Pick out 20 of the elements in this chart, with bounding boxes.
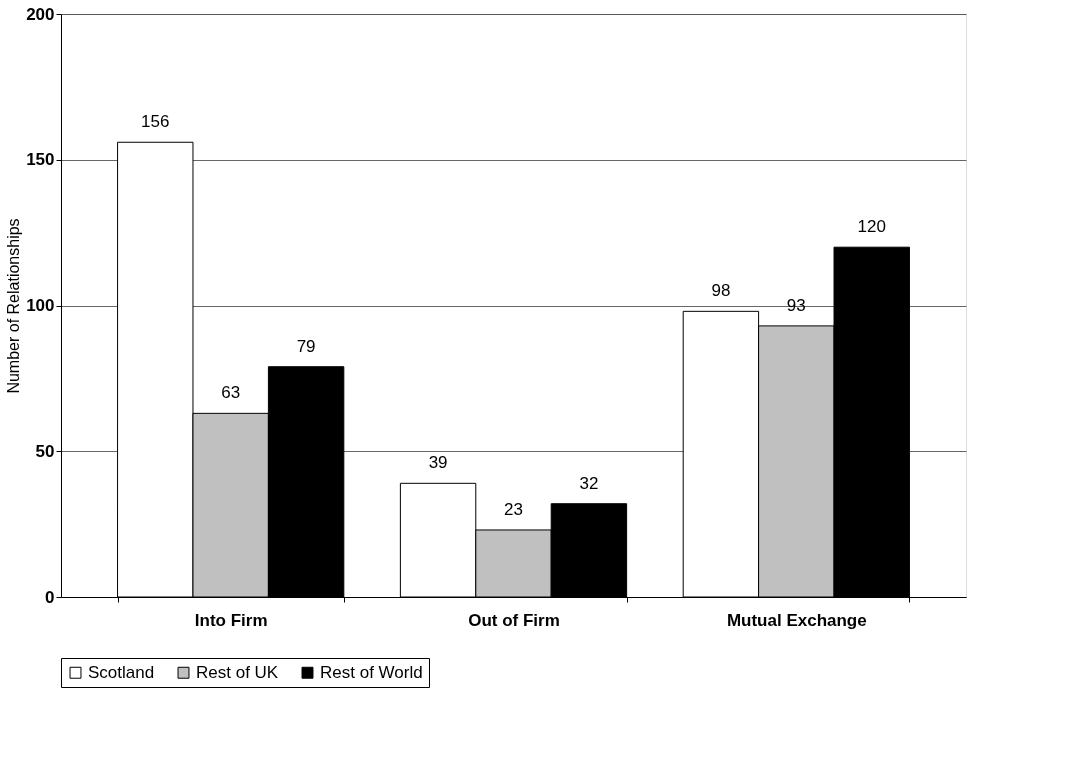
y-tick-label: 100 <box>26 296 55 315</box>
x-tick-label: Into Firm <box>194 610 268 630</box>
y-tick-label: 200 <box>26 4 55 24</box>
y-tick-label: 50 <box>35 441 55 461</box>
data-label: 79 <box>296 336 316 356</box>
data-label: 63 <box>221 383 241 403</box>
y-axis-title: Number of Relationships <box>5 218 23 394</box>
data-label: 156 <box>141 112 170 132</box>
legend-label: Rest of World <box>320 662 423 682</box>
legend-label: Scotland <box>88 662 155 682</box>
x-tick-label: Mutual Exchange <box>726 610 867 630</box>
data-label: 98 <box>711 281 731 301</box>
legend-label: Rest of UK <box>196 662 279 682</box>
data-label: 120 <box>857 217 886 237</box>
y-tick-label: 150 <box>26 150 55 170</box>
x-tick-label: Out of Firm <box>468 610 560 630</box>
data-label: 23 <box>504 499 523 519</box>
data-label: 32 <box>579 473 599 493</box>
data-label: 39 <box>428 453 448 473</box>
y-tick-label: 0 <box>45 587 55 607</box>
